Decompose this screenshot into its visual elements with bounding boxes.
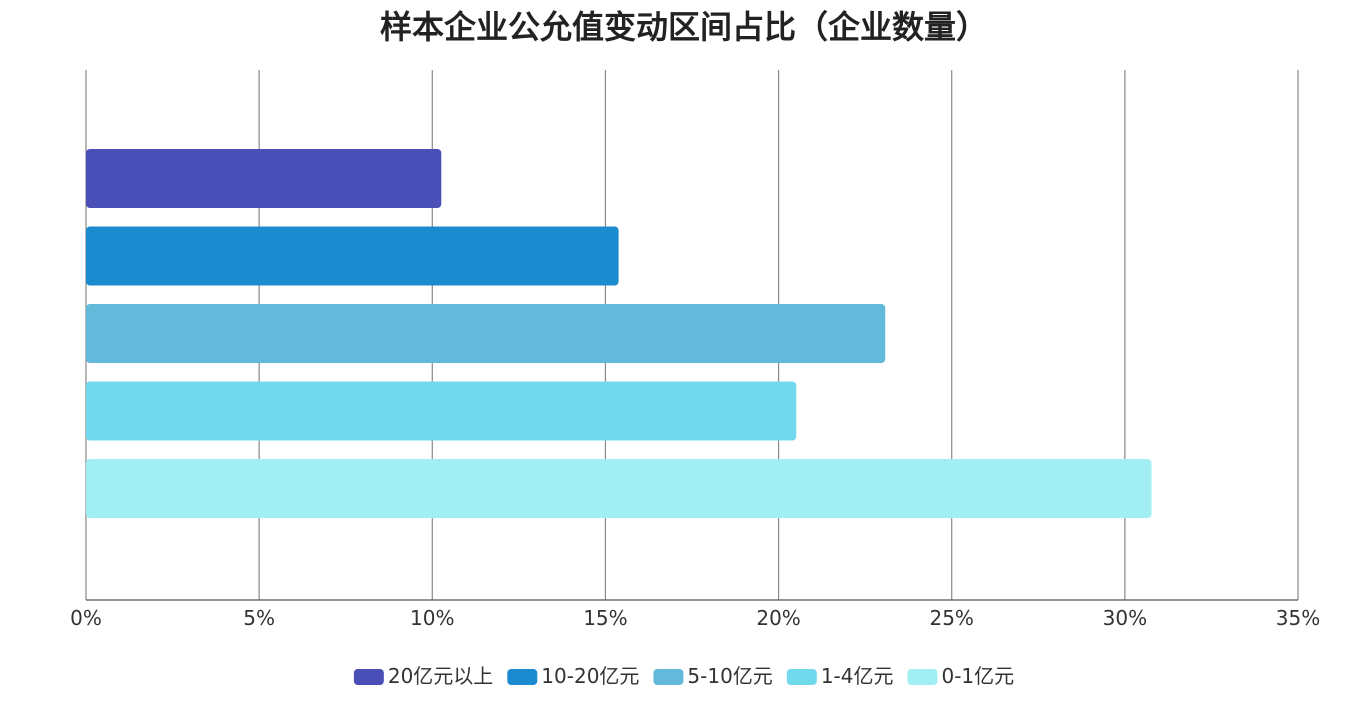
x-tick-label: 0% xyxy=(70,606,102,630)
legend-swatch xyxy=(653,669,684,685)
bar xyxy=(86,381,797,441)
legend-item[interactable]: 10-20亿元 xyxy=(507,664,639,688)
legend-item[interactable]: 0-1亿元 xyxy=(907,664,1014,688)
x-tick-label: 5% xyxy=(243,606,275,630)
legend-label: 0-1亿元 xyxy=(941,664,1014,688)
bars xyxy=(86,149,1152,518)
legend-item[interactable]: 1-4亿元 xyxy=(786,664,894,688)
bar xyxy=(86,226,619,286)
legend-item[interactable]: 5-10亿元 xyxy=(653,664,773,688)
x-tick-label: 25% xyxy=(929,606,973,630)
legend-swatch xyxy=(353,669,384,685)
legend-swatch xyxy=(786,669,817,685)
x-tick-label: 20% xyxy=(756,606,800,630)
bar xyxy=(86,459,1152,518)
legend-label: 1-4亿元 xyxy=(821,664,894,688)
x-tick-label: 10% xyxy=(410,606,454,630)
x-tick-label: 30% xyxy=(1103,606,1147,630)
legend-label: 5-10亿元 xyxy=(687,664,772,688)
legend: 20亿元以上 10-20亿元 5-10亿元 1-4亿元 0-1亿元 xyxy=(353,664,1014,688)
bar xyxy=(86,149,442,208)
legend-label: 20亿元以上 xyxy=(388,664,493,688)
bar xyxy=(86,304,886,363)
chart-title: 样本企业公允值变动区间占比（企业数量） xyxy=(379,8,988,46)
legend-swatch xyxy=(907,669,938,685)
x-tick-label: 15% xyxy=(583,606,627,630)
legend-item[interactable]: 20亿元以上 xyxy=(353,664,493,688)
x-axis: 0% 5% 10% 15% 20% 25% 30% 35% xyxy=(70,599,1320,630)
legend-swatch xyxy=(507,669,538,685)
legend-label: 10-20亿元 xyxy=(541,664,639,688)
x-tick-label: 35% xyxy=(1276,606,1320,630)
